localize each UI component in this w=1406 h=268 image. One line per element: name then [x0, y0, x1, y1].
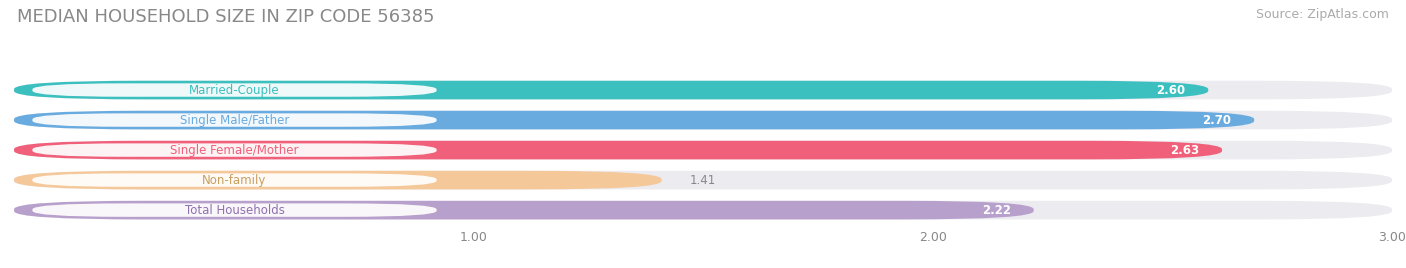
Text: Source: ZipAtlas.com: Source: ZipAtlas.com	[1256, 8, 1389, 21]
FancyBboxPatch shape	[14, 141, 1392, 159]
FancyBboxPatch shape	[14, 201, 1033, 219]
FancyBboxPatch shape	[32, 143, 437, 157]
Text: MEDIAN HOUSEHOLD SIZE IN ZIP CODE 56385: MEDIAN HOUSEHOLD SIZE IN ZIP CODE 56385	[17, 8, 434, 26]
Text: Married-Couple: Married-Couple	[190, 84, 280, 96]
FancyBboxPatch shape	[14, 201, 1392, 219]
FancyBboxPatch shape	[32, 203, 437, 217]
FancyBboxPatch shape	[14, 81, 1208, 99]
Text: 2.60: 2.60	[1156, 84, 1185, 96]
Text: Single Female/Mother: Single Female/Mother	[170, 144, 298, 157]
Text: 2.22: 2.22	[981, 204, 1011, 217]
FancyBboxPatch shape	[14, 111, 1392, 129]
FancyBboxPatch shape	[14, 141, 1222, 159]
FancyBboxPatch shape	[14, 171, 662, 189]
FancyBboxPatch shape	[14, 171, 1392, 189]
FancyBboxPatch shape	[32, 173, 437, 187]
Text: Single Male/Father: Single Male/Father	[180, 114, 290, 126]
Text: Total Households: Total Households	[184, 204, 284, 217]
FancyBboxPatch shape	[14, 111, 1254, 129]
Text: Non-family: Non-family	[202, 174, 267, 187]
Text: 2.63: 2.63	[1170, 144, 1199, 157]
Text: 2.70: 2.70	[1202, 114, 1232, 126]
FancyBboxPatch shape	[32, 113, 437, 127]
Text: 1.41: 1.41	[689, 174, 716, 187]
FancyBboxPatch shape	[32, 83, 437, 97]
FancyBboxPatch shape	[14, 81, 1392, 99]
